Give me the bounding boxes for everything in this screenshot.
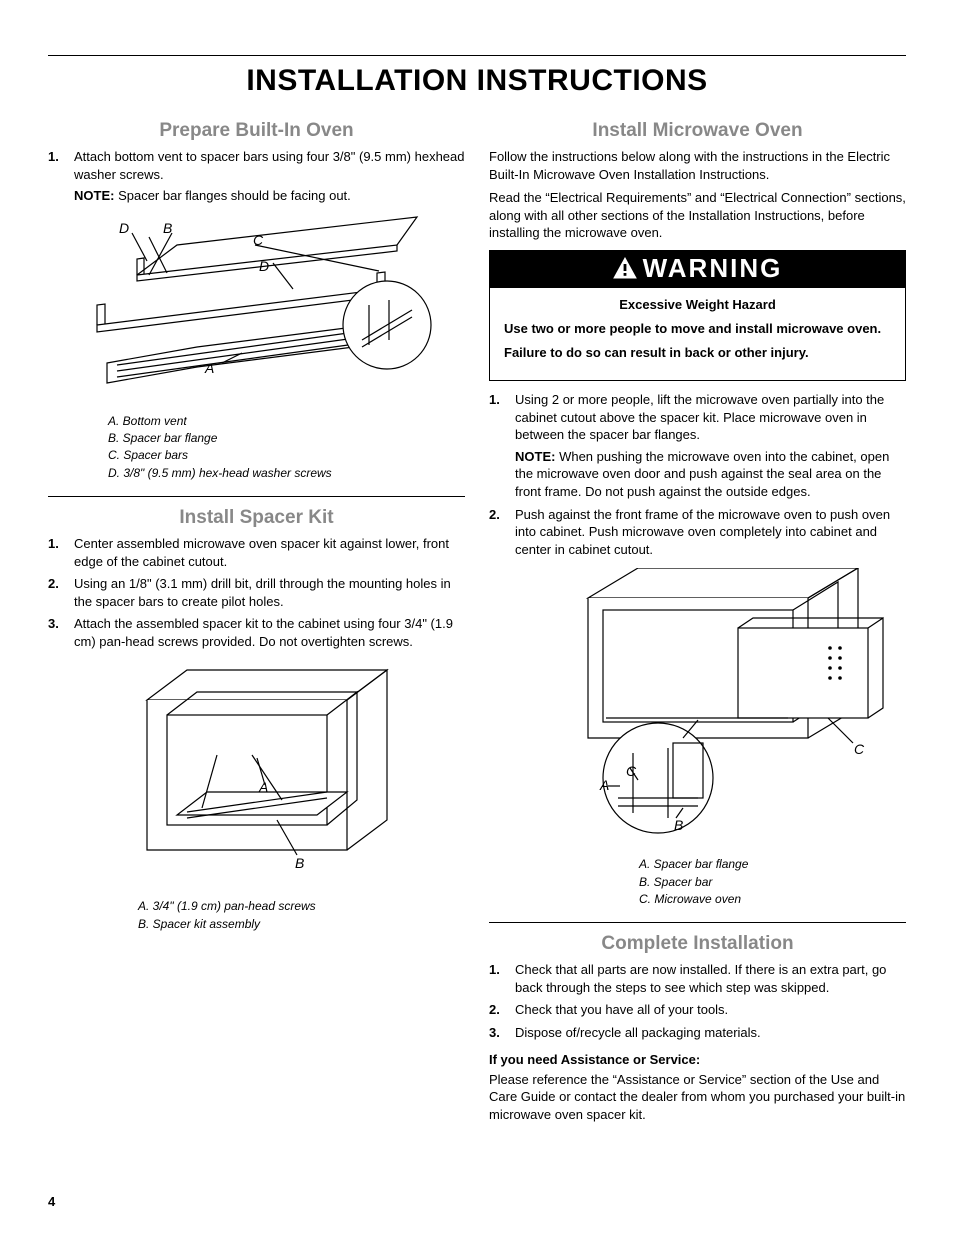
right-column: Install Microwave Oven Follow the instru… <box>489 120 906 1129</box>
legend2-a: A. 3/4" (1.9 cm) pan-head screws <box>138 898 465 915</box>
diagram-label-C: C <box>253 232 264 248</box>
mw-steps: Using 2 or more people, lift the microwa… <box>489 391 906 558</box>
spacer-steps: Center assembled microwave oven spacer k… <box>48 535 465 650</box>
separator <box>48 496 465 497</box>
two-column-layout: Prepare Built-In Oven Attach bottom vent… <box>48 120 906 1129</box>
warning-hazard: Excessive Weight Hazard <box>504 296 891 314</box>
legend-b: B. Spacer bar flange <box>108 430 465 447</box>
diagram3-label-B: B <box>674 817 683 833</box>
legend-d: D. 3/8" (9.5 mm) hex-head washer screws <box>108 465 465 482</box>
diagram2-label-B: B <box>295 855 304 871</box>
separator-right <box>489 922 906 923</box>
diagram-label-A: A <box>204 360 214 376</box>
note-label: NOTE: <box>74 188 114 203</box>
step-text: Using 2 or more people, lift the microwa… <box>515 392 884 442</box>
install-mw-p2: Read the “Electrical Requirements” and “… <box>489 189 906 242</box>
complete-step-1: Check that all parts are now installed. … <box>489 961 906 996</box>
legend3-b: B. Spacer bar <box>639 874 906 891</box>
prepare-step-1: Attach bottom vent to spacer bars using … <box>48 148 465 205</box>
warning-title: WARNING <box>643 253 783 284</box>
diagram-label-B: B <box>163 220 172 236</box>
heading-prepare: Prepare Built-In Oven <box>48 120 465 142</box>
warning-body: Excessive Weight Hazard Use two or more … <box>490 288 905 381</box>
prepare-legend: A. Bottom vent B. Spacer bar flange C. S… <box>48 413 465 483</box>
page-title: INSTALLATION INSTRUCTIONS <box>48 64 906 98</box>
warning-box: WARNING Excessive Weight Hazard Use two … <box>489 250 906 382</box>
legend3-a: A. Spacer bar flange <box>639 856 906 873</box>
complete-step-2: Check that you have all of your tools. <box>489 1001 906 1019</box>
diagram-microwave: C C A B <box>489 568 906 848</box>
legend-c: C. Spacer bars <box>108 447 465 464</box>
top-rule <box>48 55 906 56</box>
complete-steps: Check that all parts are now installed. … <box>489 961 906 1041</box>
diagram3-label-A: A <box>599 777 609 793</box>
spacer-step-2: Using an 1/8" (3.1 mm) drill bit, drill … <box>48 575 465 610</box>
prepare-steps: Attach bottom vent to spacer bars using … <box>48 148 465 205</box>
mw-step-1: Using 2 or more people, lift the microwa… <box>489 391 906 500</box>
mw-step-2: Push against the front frame of the micr… <box>489 506 906 559</box>
note-text: When pushing the microwave oven into the… <box>515 449 889 499</box>
heading-complete: Complete Installation <box>489 933 906 955</box>
assist-heading: If you need Assistance or Service: <box>489 1052 906 1067</box>
install-mw-p1: Follow the instructions below along with… <box>489 148 906 183</box>
spacer-step-3: Attach the assembled spacer kit to the c… <box>48 615 465 650</box>
warning-triangle-icon <box>613 257 637 279</box>
diagram-prepare: D B C D A <box>48 215 465 405</box>
assist-body: Please reference the “Assistance or Serv… <box>489 1071 906 1124</box>
legend-a: A. Bottom vent <box>108 413 465 430</box>
spacer-legend: A. 3/4" (1.9 cm) pan-head screws B. Spac… <box>48 898 465 933</box>
diagram-label-D2: D <box>259 258 269 274</box>
diagram-label-D: D <box>119 220 129 236</box>
heading-spacer: Install Spacer Kit <box>48 507 465 529</box>
warning-line2: Failure to do so can result in back or o… <box>504 344 891 362</box>
diagram3-label-C: C <box>854 741 865 757</box>
page-number: 4 <box>48 1194 55 1209</box>
diagram2-label-A: A <box>258 779 268 795</box>
spacer-step-1: Center assembled microwave oven spacer k… <box>48 535 465 570</box>
note-label: NOTE: <box>515 449 555 464</box>
diagram3-label-C2: C <box>626 763 637 779</box>
mw-legend: A. Spacer bar flange B. Spacer bar C. Mi… <box>489 856 906 908</box>
note-text: Spacer bar flanges should be facing out. <box>114 188 350 203</box>
complete-step-3: Dispose of/recycle all packaging materia… <box>489 1024 906 1042</box>
step-text: Attach bottom vent to spacer bars using … <box>74 149 464 182</box>
heading-install-mw: Install Microwave Oven <box>489 120 906 142</box>
warning-header: WARNING <box>490 251 905 288</box>
left-column: Prepare Built-In Oven Attach bottom vent… <box>48 120 465 1129</box>
legend3-c: C. Microwave oven <box>639 891 906 908</box>
legend2-b: B. Spacer kit assembly <box>138 916 465 933</box>
diagram-spacer: A B <box>48 660 465 890</box>
warning-line1: Use two or more people to move and insta… <box>504 320 891 338</box>
